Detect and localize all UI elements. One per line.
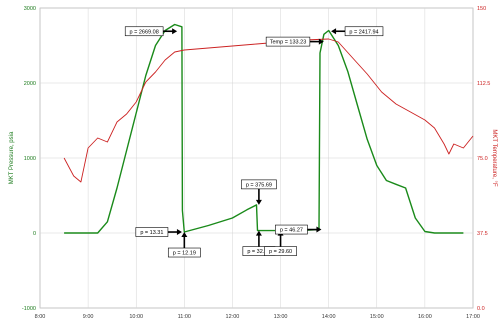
- y-axis-right: 0.0 37.5 75.0 112.5 150: [477, 6, 490, 312]
- annotation-label: p = 375.69: [246, 182, 272, 188]
- x-tick-label: 14:00: [322, 314, 336, 320]
- annotation-box: [167, 247, 201, 258]
- annotation-arrowhead: [318, 38, 324, 45]
- annotation-arrowhead: [181, 232, 188, 238]
- x-tick-label: 13:00: [274, 314, 288, 320]
- annotation: p = 29.60: [264, 230, 297, 256]
- annotation: p = 2669.08: [124, 26, 178, 37]
- annotation: p = 46.27: [275, 224, 322, 235]
- temperature-series-line: [63, 38, 474, 183]
- annotation-box: [265, 36, 311, 47]
- y-right-tick-label: 150: [477, 6, 486, 12]
- annotation: p = 2417.94: [331, 26, 384, 37]
- y-right-tick-label: 75.0: [477, 156, 488, 162]
- y-right-tick-label: 0.0: [477, 306, 485, 312]
- annotations: p = 2669.08 p = 13.31 p = 12.19 p = 375.69 p…: [124, 26, 384, 258]
- y-left-tick-label: 1000: [24, 156, 36, 162]
- annotation-label: p = 13.31: [140, 230, 163, 236]
- annotation-arrowhead: [316, 226, 322, 233]
- annotation-box: [135, 227, 169, 237]
- annotation-arrowhead: [255, 230, 262, 236]
- annotation-arrowhead: [331, 28, 337, 35]
- y-axis-right-title: MKT Temperature, °F: [491, 129, 497, 187]
- annotation-label: p = 46.27: [280, 228, 303, 234]
- x-tick-label: 17:00: [466, 314, 480, 320]
- annotation-arrowhead: [255, 199, 262, 205]
- x-axis: 8:00 9:00 10:00 11:00 12:00 13:00 14:00 15:00 16…: [35, 314, 480, 320]
- y-left-tick-label: 0: [33, 231, 36, 237]
- annotation: Temp = 133.23: [265, 36, 324, 47]
- y-right-tick-label: 112.5: [477, 81, 490, 87]
- x-tick-label: 8:00: [35, 314, 46, 320]
- grid: [39, 7, 474, 309]
- annotation-box: [344, 26, 384, 37]
- annotation-label: p = 12.19: [173, 251, 196, 257]
- x-tick-label: 12:00: [226, 314, 240, 320]
- annotation-box: [264, 246, 297, 256]
- y-left-tick-label: -1000: [22, 306, 36, 312]
- annotation-box: [275, 224, 308, 235]
- annotation-arrowhead: [176, 229, 182, 236]
- annotation: p = 12.19: [167, 232, 201, 258]
- x-tick-label: 11:00: [178, 314, 191, 320]
- annotation: p = 375.69: [241, 179, 277, 205]
- annotation: p = 13.31: [135, 227, 182, 237]
- y-left-tick-label: 2000: [24, 81, 36, 87]
- y-axis-left: -1000 0 1000 2000 3000: [22, 6, 36, 312]
- annotation-box: [241, 179, 277, 190]
- x-tick-label: 9:00: [83, 314, 94, 320]
- annotation-arrowhead: [172, 28, 178, 35]
- x-tick-label: 16:00: [418, 314, 432, 320]
- y-axis-left-title: MKT Pressure, psia: [9, 131, 15, 184]
- annotation-label: p = 29.60: [269, 249, 292, 255]
- annotation-label: Temp = 133.23: [270, 40, 307, 46]
- annotation-box: [124, 26, 164, 37]
- annotation-label: p = 2417.94: [349, 29, 378, 35]
- y-right-tick-label: 37.5: [477, 231, 488, 237]
- annotation-label: p = 32.56: [247, 249, 270, 255]
- x-tick-label: 10:00: [129, 314, 143, 320]
- annotation-label: p = 2669.08: [130, 29, 159, 35]
- y-left-tick-label: 3000: [24, 6, 36, 12]
- x-tick-label: 15:00: [370, 314, 384, 320]
